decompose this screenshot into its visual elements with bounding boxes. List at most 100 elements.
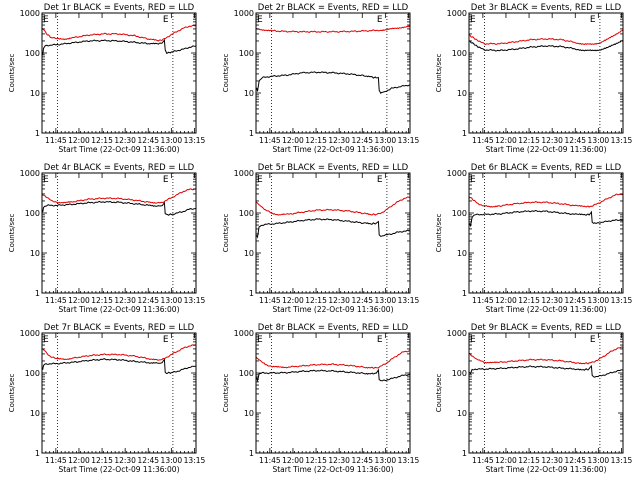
- series-line-lld: [41, 344, 196, 361]
- panel-title: Det 7r BLACK = Events, RED = LLD: [44, 323, 195, 333]
- y-tick-label: 10: [30, 409, 40, 418]
- x-tick-label: 12:30: [114, 456, 136, 465]
- y-tick-label: 10: [457, 409, 467, 418]
- panel-title: Det 1r BLACK = Events, RED = LLD: [44, 3, 195, 13]
- panel-title: Det 5r BLACK = Events, RED = LLD: [258, 163, 409, 173]
- series-line-events: [42, 38, 197, 56]
- x-tick-label: 11:45: [259, 136, 281, 145]
- x-tick-label: 13:15: [398, 296, 420, 305]
- x-tick-label: 12:15: [91, 456, 113, 465]
- y-tick-label: 1000: [20, 9, 40, 18]
- y-tick-label: 100: [452, 209, 467, 218]
- y-tick-label: 1000: [447, 169, 467, 178]
- x-tick-label: 13:15: [611, 136, 633, 145]
- series-line-events: [255, 218, 411, 239]
- x-tick-label: 13:15: [184, 136, 206, 145]
- x-tick-label: 12:00: [282, 296, 304, 305]
- y-axis-label: Counts/sec: [222, 374, 230, 413]
- y-tick-label: 100: [239, 209, 254, 218]
- x-tick-label: 12:30: [328, 296, 350, 305]
- marker-e-right: E: [590, 335, 596, 345]
- x-tick-label: 12:15: [305, 296, 327, 305]
- y-axis-label: Counts/sec: [435, 214, 443, 253]
- y-axis-label: Counts/sec: [8, 54, 16, 93]
- y-tick-label: 10: [457, 89, 467, 98]
- marker-e-right: E: [163, 15, 169, 25]
- y-tick-label: 10: [30, 249, 40, 258]
- x-tick-label: 13:00: [161, 136, 183, 145]
- marker-e-left: E: [470, 335, 476, 345]
- y-axis-label: Counts/sec: [8, 374, 16, 413]
- x-tick-label: 13:00: [588, 296, 610, 305]
- y-axis-label: Counts/sec: [435, 374, 443, 413]
- panel: Det 1r BLACK = Events, RED = LLD E E 1 10 100…: [8, 3, 205, 154]
- x-axis-label: Start Time (22-Oct-09 11:36:00): [58, 305, 179, 314]
- y-tick-label: 100: [239, 369, 254, 378]
- y-tick-label: 10: [457, 249, 467, 258]
- y-axis-label: Counts/sec: [8, 214, 16, 253]
- y-tick-label: 100: [25, 369, 40, 378]
- series-line-events: [468, 39, 624, 52]
- x-tick-label: 13:15: [184, 456, 206, 465]
- marker-e-left: E: [470, 175, 476, 185]
- x-tick-label: 12:45: [351, 296, 373, 305]
- x-tick-label: 12:15: [518, 456, 540, 465]
- y-tick-label: 100: [452, 49, 467, 58]
- series-line-lld: [468, 346, 624, 365]
- x-tick-label: 12:00: [282, 136, 304, 145]
- y-tick-label: 1: [35, 449, 40, 458]
- panel-title: Det 4r BLACK = Events, RED = LLD: [44, 163, 195, 173]
- y-tick-label: 10: [30, 89, 40, 98]
- y-tick-label: 1000: [234, 169, 254, 178]
- y-tick-label: 1000: [20, 169, 40, 178]
- panel: Det 9r BLACK = Events, RED = LLD E E 1 10 100…: [435, 323, 632, 474]
- series-line-lld: [255, 196, 411, 216]
- marker-e-left: E: [43, 335, 49, 345]
- y-tick-label: 1: [462, 289, 467, 298]
- x-axis-label: Start Time (22-Oct-09 11:36:00): [485, 305, 606, 314]
- x-axis-label: Start Time (22-Oct-09 11:36:00): [58, 465, 179, 474]
- x-tick-label: 11:45: [472, 456, 494, 465]
- x-tick-label: 12:45: [564, 136, 586, 145]
- x-tick-label: 11:45: [472, 296, 494, 305]
- x-tick-label: 12:30: [114, 136, 136, 145]
- x-tick-label: 12:45: [351, 456, 373, 465]
- x-tick-label: 12:15: [305, 456, 327, 465]
- x-axis-label: Start Time (22-Oct-09 11:36:00): [272, 145, 393, 154]
- x-axis-label: Start Time (22-Oct-09 11:36:00): [485, 465, 606, 474]
- x-tick-label: 13:00: [375, 296, 397, 305]
- panel-title: Det 9r BLACK = Events, RED = LLD: [471, 323, 622, 333]
- x-tick-label: 12:00: [495, 456, 517, 465]
- y-tick-label: 10: [244, 249, 254, 258]
- x-tick-label: 12:30: [114, 296, 136, 305]
- y-tick-label: 1: [35, 289, 40, 298]
- x-tick-label: 12:45: [564, 456, 586, 465]
- marker-e-right: E: [590, 15, 596, 25]
- series-line-lld: [468, 193, 624, 208]
- marker-e-left: E: [470, 15, 476, 25]
- series-line-lld: [255, 350, 411, 369]
- x-tick-label: 13:15: [611, 456, 633, 465]
- x-tick-label: 13:15: [398, 136, 420, 145]
- series-line-lld: [468, 29, 624, 46]
- x-tick-label: 13:00: [161, 456, 183, 465]
- marker-e-left: E: [257, 15, 263, 25]
- marker-e-left: E: [257, 335, 263, 345]
- y-tick-label: 1000: [20, 329, 40, 338]
- marker-e-right: E: [590, 175, 596, 185]
- x-tick-label: 11:45: [259, 456, 281, 465]
- marker-e-right: E: [163, 335, 169, 345]
- x-axis-label: Start Time (22-Oct-09 11:36:00): [58, 145, 179, 154]
- y-tick-label: 100: [25, 49, 40, 58]
- panel-title: Det 6r BLACK = Events, RED = LLD: [471, 163, 622, 173]
- x-tick-label: 13:15: [611, 296, 633, 305]
- y-tick-label: 10: [244, 89, 254, 98]
- x-tick-label: 12:00: [495, 136, 517, 145]
- panel: Det 8r BLACK = Events, RED = LLD E E 1 10 100…: [222, 323, 419, 474]
- x-tick-label: 12:45: [137, 296, 159, 305]
- y-tick-label: 1000: [234, 329, 254, 338]
- x-tick-label: 12:30: [328, 136, 350, 145]
- x-tick-label: 12:15: [305, 136, 327, 145]
- panel-title: Det 3r BLACK = Events, RED = LLD: [471, 3, 622, 13]
